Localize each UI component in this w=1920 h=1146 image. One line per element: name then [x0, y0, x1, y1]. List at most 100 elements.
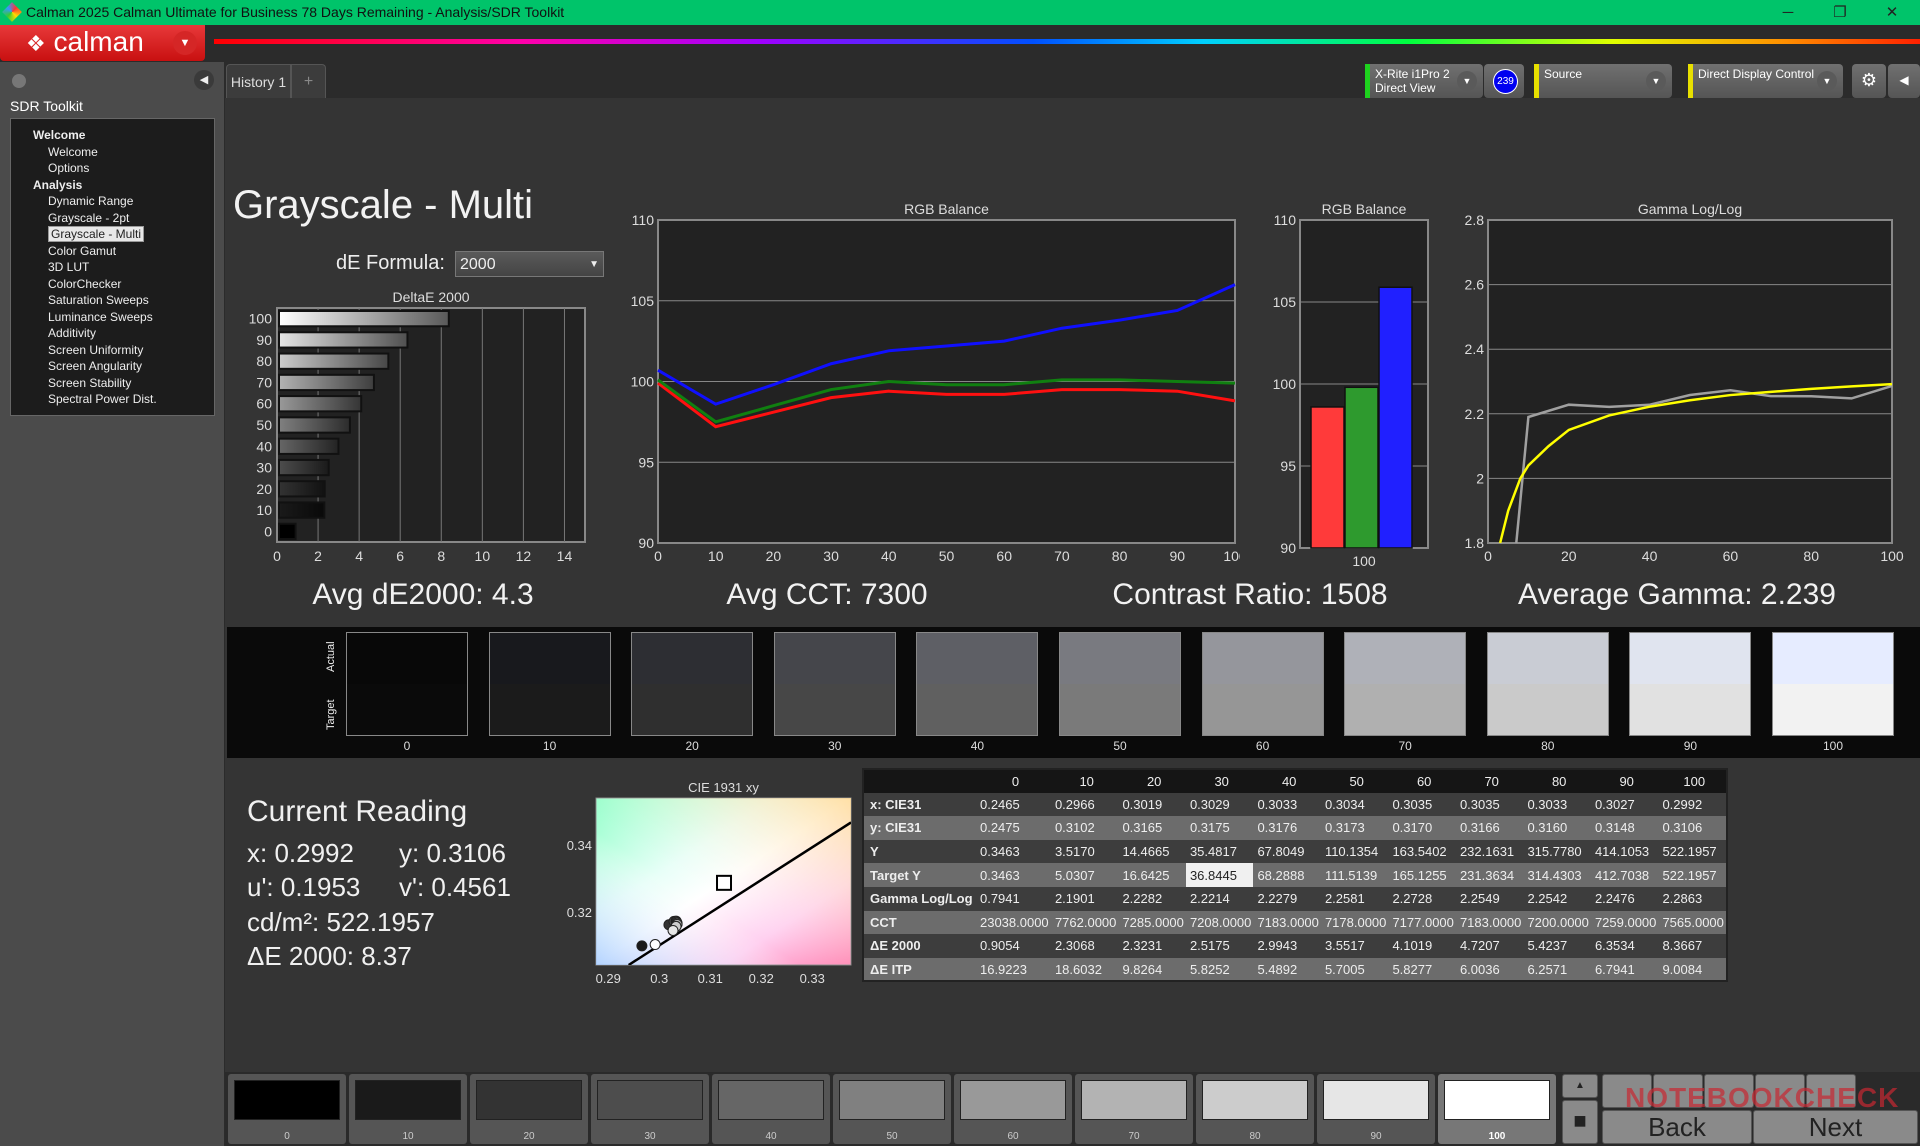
table-cell[interactable]: 3.5170: [1050, 839, 1119, 864]
add-tab-button[interactable]: +: [291, 64, 326, 98]
table-cell[interactable]: 14.4665: [1118, 839, 1186, 864]
table-cell[interactable]: 2.2542: [1523, 886, 1591, 911]
table-cell[interactable]: 0.3029: [1185, 792, 1254, 817]
sidebar-item-saturation-sweeps[interactable]: Saturation Sweeps: [11, 292, 214, 309]
table-cell[interactable]: 5.7005: [1320, 957, 1389, 982]
table-cell[interactable]: 0.2465: [975, 792, 1051, 817]
table-cell[interactable]: 0.3175: [1185, 816, 1254, 840]
table-cell[interactable]: 7200.0000: [1523, 910, 1591, 935]
sidebar-item-options[interactable]: Options: [11, 160, 214, 177]
table-cell[interactable]: 0.3166: [1455, 816, 1524, 840]
sidebar-item-dynamic-range[interactable]: Dynamic Range: [11, 193, 214, 210]
sidebar-item-screen-uniformity[interactable]: Screen Uniformity: [11, 342, 214, 359]
table-cell[interactable]: 0.3033: [1253, 792, 1321, 817]
table-cell[interactable]: 0.3034: [1320, 792, 1389, 817]
table-cell[interactable]: 0.3170: [1388, 816, 1456, 840]
play-button[interactable]: [1602, 1074, 1652, 1108]
table-cell[interactable]: 7178.0000: [1320, 910, 1389, 935]
table-cell[interactable]: 4.1019: [1388, 934, 1456, 958]
table-cell[interactable]: 16.9223: [975, 957, 1051, 982]
pin-icon[interactable]: [12, 74, 26, 88]
table-cell[interactable]: 163.5402: [1388, 839, 1456, 864]
table-cell[interactable]: 165.1255: [1388, 863, 1456, 887]
table-cell[interactable]: 5.4237: [1523, 934, 1591, 958]
table-cell[interactable]: 7259.0000: [1590, 910, 1659, 935]
table-cell[interactable]: 5.8252: [1185, 957, 1254, 982]
table-cell[interactable]: 35.4817: [1185, 839, 1254, 864]
sidebar-item-color-gamut[interactable]: Color Gamut: [11, 243, 214, 260]
sidebar-item-welcome[interactable]: Welcome: [11, 144, 214, 161]
tab-history-1[interactable]: History 1: [226, 64, 291, 98]
table-cell[interactable]: 5.4892: [1253, 957, 1321, 982]
meter-badge-box[interactable]: 239: [1484, 64, 1524, 98]
table-cell[interactable]: 0.3102: [1050, 816, 1119, 840]
table-cell[interactable]: 9.0084: [1658, 957, 1727, 982]
table-cell[interactable]: 16.6425: [1118, 863, 1186, 887]
table-cell[interactable]: 2.2549: [1455, 886, 1524, 911]
table-cell[interactable]: 7208.0000: [1185, 910, 1254, 935]
table-cell[interactable]: 7285.0000: [1118, 910, 1186, 935]
close-button[interactable]: ✕: [1885, 4, 1899, 21]
sidebar-item-3d-lut[interactable]: 3D LUT: [11, 259, 214, 276]
table-cell[interactable]: 0.3160: [1523, 816, 1591, 840]
table-cell[interactable]: 18.6032: [1050, 957, 1119, 982]
table-cell[interactable]: 7762.0000: [1050, 910, 1119, 935]
patch-button-30[interactable]: 30: [591, 1074, 709, 1144]
table-cell[interactable]: 111.5139: [1320, 863, 1389, 887]
table-cell[interactable]: 2.2214: [1185, 886, 1254, 911]
collapse-panel-button[interactable]: ◀: [194, 70, 214, 90]
patch-button-60[interactable]: 60: [954, 1074, 1072, 1144]
restore-button[interactable]: ❐: [1833, 4, 1847, 21]
table-cell[interactable]: 6.2571: [1523, 957, 1591, 982]
table-cell[interactable]: 110.1354: [1320, 839, 1389, 864]
patch-button-20[interactable]: 20: [470, 1074, 588, 1144]
table-cell[interactable]: 9.8264: [1118, 957, 1186, 982]
settings-button[interactable]: ⚙: [1852, 64, 1886, 98]
table-cell[interactable]: 2.3068: [1050, 934, 1119, 958]
sidebar-item-colorchecker[interactable]: ColorChecker: [11, 276, 214, 293]
table-cell[interactable]: 7183.0000: [1253, 910, 1321, 935]
table-cell[interactable]: 0.3165: [1118, 816, 1186, 840]
table-cell[interactable]: 0.3148: [1590, 816, 1659, 840]
patch-button-10[interactable]: 10: [349, 1074, 467, 1144]
table-cell[interactable]: 2.9943: [1253, 934, 1321, 958]
table-cell[interactable]: 2.2282: [1118, 886, 1186, 911]
table-cell[interactable]: 2.3231: [1118, 934, 1186, 958]
table-cell[interactable]: 6.3534: [1590, 934, 1659, 958]
scroll-up-button[interactable]: ▲: [1562, 1074, 1598, 1098]
table-cell[interactable]: 6.0036: [1455, 957, 1524, 982]
record-button[interactable]: [1755, 1074, 1805, 1108]
table-cell[interactable]: 0.3033: [1523, 792, 1591, 817]
table-cell[interactable]: 2.2728: [1388, 886, 1456, 911]
table-cell[interactable]: 2.2581: [1320, 886, 1389, 911]
tree-group-analysis[interactable]: Analysis: [11, 177, 214, 194]
table-cell[interactable]: 3.5517: [1320, 934, 1389, 958]
sidebar-item-screen-stability[interactable]: Screen Stability: [11, 375, 214, 392]
table-cell[interactable]: 231.3634: [1455, 863, 1524, 887]
table-cell[interactable]: 6.7941: [1590, 957, 1659, 982]
sidebar-item-grayscale-2pt[interactable]: Grayscale - 2pt: [11, 210, 214, 227]
table-cell[interactable]: 8.3667: [1658, 934, 1727, 958]
meter-selector[interactable]: X-Rite i1Pro 2 Direct View ▼: [1365, 64, 1483, 98]
source-selector[interactable]: Source ▼: [1534, 64, 1672, 98]
table-cell[interactable]: 0.9054: [975, 934, 1051, 958]
calman-menu-button[interactable]: ❖ calman ▼: [0, 25, 205, 61]
table-cell[interactable]: 5.8277: [1388, 957, 1456, 982]
table-cell[interactable]: 0.3173: [1320, 816, 1389, 840]
table-cell[interactable]: 36.8445: [1185, 863, 1254, 887]
patch-button-80[interactable]: 80: [1196, 1074, 1314, 1144]
table-cell[interactable]: 0.3019: [1118, 792, 1186, 817]
table-cell[interactable]: 5.0307: [1050, 863, 1119, 887]
patch-button-40[interactable]: 40: [712, 1074, 830, 1144]
table-cell[interactable]: 0.3035: [1388, 792, 1456, 817]
table-cell[interactable]: 0.7941: [975, 886, 1051, 911]
sidebar-item-luminance-sweeps[interactable]: Luminance Sweeps: [11, 309, 214, 326]
table-cell[interactable]: 522.1957: [1658, 839, 1727, 864]
table-cell[interactable]: 4.7207: [1455, 934, 1524, 958]
table-cell[interactable]: 67.8049: [1253, 839, 1321, 864]
patch-button-90[interactable]: 90: [1317, 1074, 1435, 1144]
tree-group-welcome[interactable]: Welcome: [11, 127, 214, 144]
minimize-button[interactable]: ─: [1782, 4, 1794, 21]
table-cell[interactable]: 23038.0000: [975, 910, 1051, 935]
patch-button-0[interactable]: 0: [228, 1074, 346, 1144]
